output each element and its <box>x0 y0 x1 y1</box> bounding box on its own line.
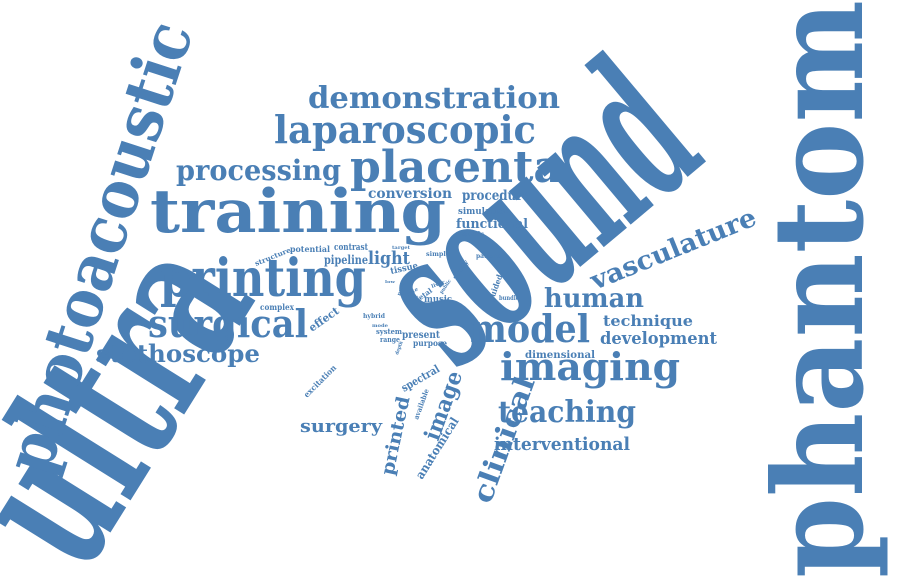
word-low: low <box>385 279 396 284</box>
word-processing: processing <box>176 154 341 187</box>
word-patient: patient <box>476 253 500 260</box>
word-mode: mode <box>372 323 388 329</box>
word-surgery: surgery <box>300 416 383 437</box>
word-functional: functional <box>456 217 528 232</box>
word-hybrid: hybrid <box>363 313 386 320</box>
word-specific: specific <box>462 231 484 238</box>
word-placenta: placenta <box>350 142 562 193</box>
word-surgical: surgical <box>148 301 308 346</box>
word-pipeline: pipeline <box>324 253 368 267</box>
word-excitation: excitation <box>301 363 338 400</box>
word-present: present <box>402 330 440 341</box>
word-simulation: simulation <box>458 207 510 217</box>
word-imaging: imaging <box>500 344 680 389</box>
word-dimensional: dimensional <box>525 350 595 361</box>
word-training: training <box>150 177 446 247</box>
word-teaching: teaching <box>498 395 636 430</box>
word-technique: technique <box>603 312 693 330</box>
word-target: target <box>392 245 411 251</box>
word-purpose: purpose <box>413 338 447 348</box>
word-bundle: bundle <box>499 295 519 302</box>
word-development: development <box>600 329 717 349</box>
word-model: model <box>470 306 590 351</box>
word-procedure: procedure <box>462 188 530 204</box>
word-contrast: contrast <box>334 243 369 253</box>
word-potential: potential <box>290 244 330 254</box>
word-phantom: phantom <box>747 0 892 578</box>
word-human: human <box>544 284 644 314</box>
word-printing: printing <box>160 248 366 309</box>
word-rate: rate <box>406 287 419 298</box>
word-stethoscope: stethoscope <box>96 339 260 368</box>
word-depth: depth <box>394 340 405 355</box>
word-light: light <box>368 248 411 269</box>
word-complex: complex <box>260 302 294 312</box>
word-need: need <box>396 281 407 297</box>
word-printed: printed <box>377 394 414 477</box>
word-range: range <box>380 335 400 344</box>
word-music: music <box>424 295 452 305</box>
word-simple: simple <box>426 251 450 258</box>
word-conversion: conversion <box>368 186 452 202</box>
word-laparoscopic: laparoscopic <box>274 107 536 152</box>
word-demonstration: demonstration <box>308 81 560 116</box>
word-liver: liver <box>431 279 447 290</box>
word-system: system <box>376 327 403 336</box>
word-interventional: interventional <box>494 434 630 455</box>
